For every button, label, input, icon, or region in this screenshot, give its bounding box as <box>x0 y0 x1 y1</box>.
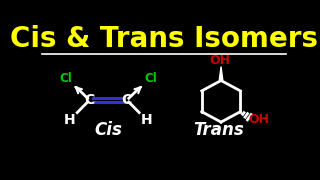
Text: H: H <box>64 112 76 127</box>
Text: C: C <box>122 93 132 107</box>
Polygon shape <box>219 67 223 80</box>
Text: Cl: Cl <box>59 72 72 85</box>
Text: H: H <box>141 112 152 127</box>
Text: OH: OH <box>209 54 230 67</box>
Text: OH: OH <box>249 113 270 126</box>
Text: Cl: Cl <box>145 72 157 85</box>
Text: C: C <box>84 93 95 107</box>
Text: Cis: Cis <box>94 121 122 139</box>
Text: Cis & Trans Isomers: Cis & Trans Isomers <box>10 25 318 53</box>
Text: Trans: Trans <box>193 121 244 139</box>
